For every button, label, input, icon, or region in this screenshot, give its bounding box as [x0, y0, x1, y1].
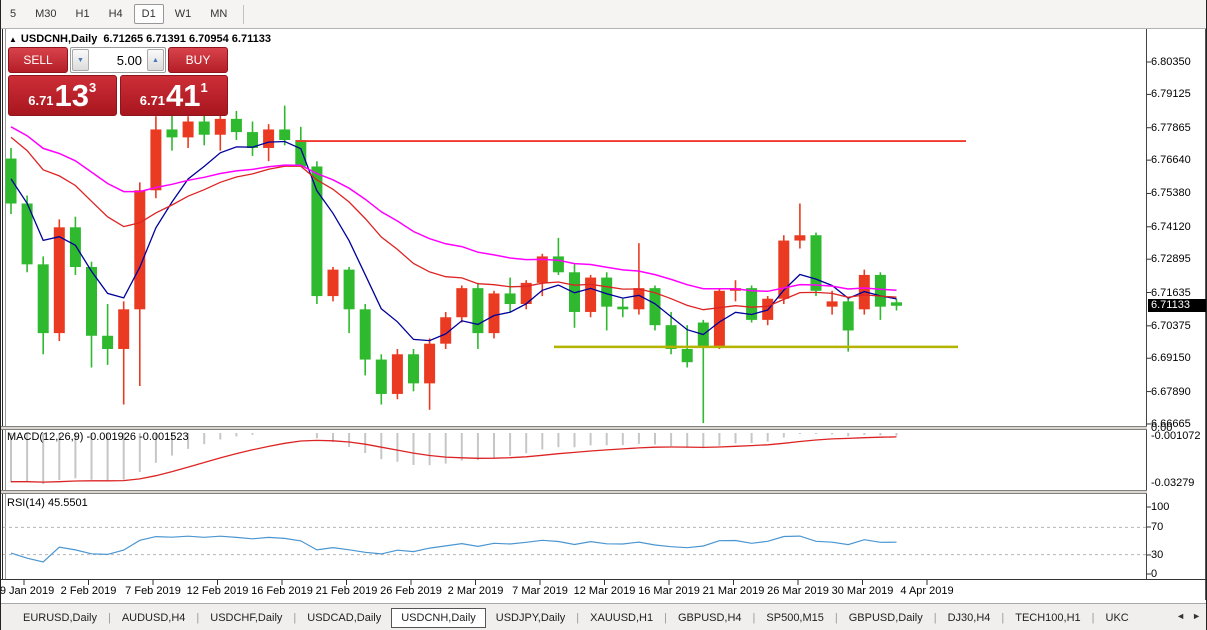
timeframe-button-D1[interactable]: D1: [133, 4, 164, 24]
chart-tab-UKC[interactable]: UKC: [1105, 611, 1129, 624]
tab-separator: |: [1091, 611, 1095, 624]
buy-price-button[interactable]: 6.71 41 1: [119, 75, 228, 116]
timeframe-button-M30[interactable]: M30: [27, 4, 64, 24]
price-axis-label: 6.80350: [1151, 56, 1191, 68]
one-click-trade-panel: SELL ▼ 5.00 ▲ BUY 6.71 13 3 6.71 41 1: [8, 47, 228, 116]
price-axis-label: 6.79125: [1151, 88, 1191, 101]
chart-tab-GBPUSD[interactable]: GBPUSD,H4: [677, 611, 742, 624]
chart-tab-EURUSD[interactable]: EURUSD,Daily: [23, 611, 97, 624]
price-axis-label: 6.74120: [1151, 220, 1191, 233]
sell-price-button[interactable]: 6.71 13 3: [8, 75, 117, 116]
buy-price-prefix: 6.71: [139, 93, 166, 108]
buy-price-big: 41: [166, 78, 201, 113]
date-axis-label: 30 Mar 2019: [831, 585, 894, 597]
date-axis-label: 4 Apr 2019: [900, 585, 954, 597]
tab-separator: |: [1001, 611, 1005, 624]
date-axis-label: 12 Mar 2019: [573, 585, 636, 597]
date-axis-label: 21 Mar 2019: [702, 585, 765, 597]
volume-value[interactable]: 5.00: [116, 52, 142, 68]
date-axis-label: 2 Feb 2019: [60, 585, 117, 597]
macd-axis-label-min: -0.03279: [1151, 477, 1195, 489]
tab-separator: |: [664, 611, 667, 624]
rsi-indicator-label: RSI(14) 45.5501: [7, 497, 88, 509]
date-axis-label: 2 Mar 2019: [447, 585, 504, 597]
date-axis-label: 16 Feb 2019: [251, 585, 313, 597]
tab-separator: |: [933, 611, 937, 624]
date-axis-label: 7 Mar 2019: [512, 585, 568, 597]
timeframe-button-H4[interactable]: H4: [101, 4, 131, 24]
price-axis-label: 6.75380: [1151, 187, 1191, 200]
tab-separator: |: [107, 611, 111, 624]
tab-separator: |: [576, 611, 580, 624]
tab-scroll-right-icon[interactable]: ►: [1192, 611, 1201, 621]
price-axis-label: 6.67890: [1151, 385, 1191, 398]
date-axis-label: 21 Feb 2019: [315, 585, 378, 597]
timeframe-button-H1[interactable]: H1: [68, 4, 98, 24]
buy-button[interactable]: BUY: [168, 47, 228, 73]
chart-tab-GBPUSD[interactable]: GBPUSD,Daily: [848, 611, 923, 624]
timeframe-button-MN[interactable]: MN: [202, 4, 235, 24]
price-axis-label: 6.70375: [1151, 319, 1191, 332]
buy-price-sup: 1: [200, 80, 208, 95]
chart-tab-TECH100[interactable]: TECH100,H1: [1015, 611, 1081, 624]
tab-separator: |: [196, 611, 200, 624]
current-price-tag: 6.71133: [1148, 299, 1206, 312]
macd-axis-label-zero: 0.00: [1151, 422, 1173, 434]
chart-tab-SP500[interactable]: SP500,M15: [766, 611, 824, 624]
price-axis-label: 6.76640: [1151, 154, 1191, 167]
chart-tab-USDCNH[interactable]: USDCNH,Daily: [391, 607, 486, 628]
tab-scroll-nav: ◄ ►: [1176, 611, 1201, 621]
volume-box: ▼ 5.00 ▲: [70, 47, 166, 73]
timeframe-toolbar: 5 M30 H1 H4 D1 W1 MN: [1, 0, 1206, 29]
rsi-axis-label: 70: [1151, 521, 1164, 533]
chart-tab-USDCAD[interactable]: USDCAD,Daily: [307, 611, 382, 624]
rsi-axis-label: 30: [1151, 549, 1164, 561]
macd-indicator-label: MACD(12,26,9) -0.001926 -0.001523: [7, 431, 189, 443]
price-axis-label: 6.69150: [1151, 352, 1191, 365]
chart-title: ▲ USDCNH,Daily 6.71265 6.71391 6.70954 6.7…: [9, 33, 271, 45]
toolbar-separator: [243, 4, 245, 24]
price-axis-label: 6.77865: [1151, 121, 1191, 134]
price-axis-label: 6.71635: [1151, 286, 1191, 299]
sell-price-big: 13: [54, 78, 90, 113]
volume-decrease-button[interactable]: ▼: [72, 49, 89, 71]
volume-increase-button[interactable]: ▲: [147, 49, 164, 71]
date-axis-label: 26 Feb 2019: [380, 585, 442, 597]
chart-tab-bar: EURUSD,Daily | AUDUSD,H4 | USDCHF,Daily | USDC…: [1, 603, 1206, 630]
chart-tab-AUDUSD[interactable]: AUDUSD,H4: [121, 611, 186, 624]
chart-tab-USDJPY[interactable]: USDJPY,Daily: [495, 611, 566, 624]
sell-price-prefix: 6.71: [28, 93, 54, 108]
tab-separator: |: [834, 611, 838, 624]
chart-symbol-label: USDCNH,Daily: [20, 33, 98, 45]
tab-separator: |: [752, 611, 756, 624]
date-axis-label: 7 Feb 2019: [125, 585, 181, 597]
sell-button[interactable]: SELL: [8, 47, 68, 73]
price-axis-label: 6.72895: [1151, 253, 1191, 266]
date-axis-label: 29 Jan 2019: [0, 585, 55, 597]
timeframe-button-5[interactable]: 5: [2, 4, 24, 24]
price-axis-label: 6.66665: [1151, 417, 1191, 430]
chart-tab-XAUUSD[interactable]: XAUUSD,H1: [590, 611, 654, 624]
date-axis-label: 16 Mar 2019: [638, 585, 700, 597]
date-axis-label: 12 Feb 2019: [186, 585, 249, 597]
timeframe-button-W1[interactable]: W1: [167, 4, 200, 24]
macd-axis-label-current: -0.001072: [1151, 430, 1201, 442]
chart-ohlc-values: 6.71265 6.71391 6.70954 6.71133: [103, 33, 271, 45]
collapse-triangle-icon[interactable]: ▲: [9, 35, 17, 44]
chart-tab-USDCHF[interactable]: USDCHF,Daily: [210, 611, 283, 624]
sell-price-sup: 3: [89, 80, 97, 95]
rsi-axis-label: 0: [1151, 568, 1158, 580]
rsi-axis-label: 100: [1151, 501, 1170, 513]
date-axis-label: 26 Mar 2019: [767, 585, 829, 597]
chart-tab-DJ30[interactable]: DJ30,H4: [947, 611, 991, 624]
tab-separator: |: [293, 611, 297, 624]
tab-scroll-left-icon[interactable]: ◄: [1176, 611, 1186, 621]
